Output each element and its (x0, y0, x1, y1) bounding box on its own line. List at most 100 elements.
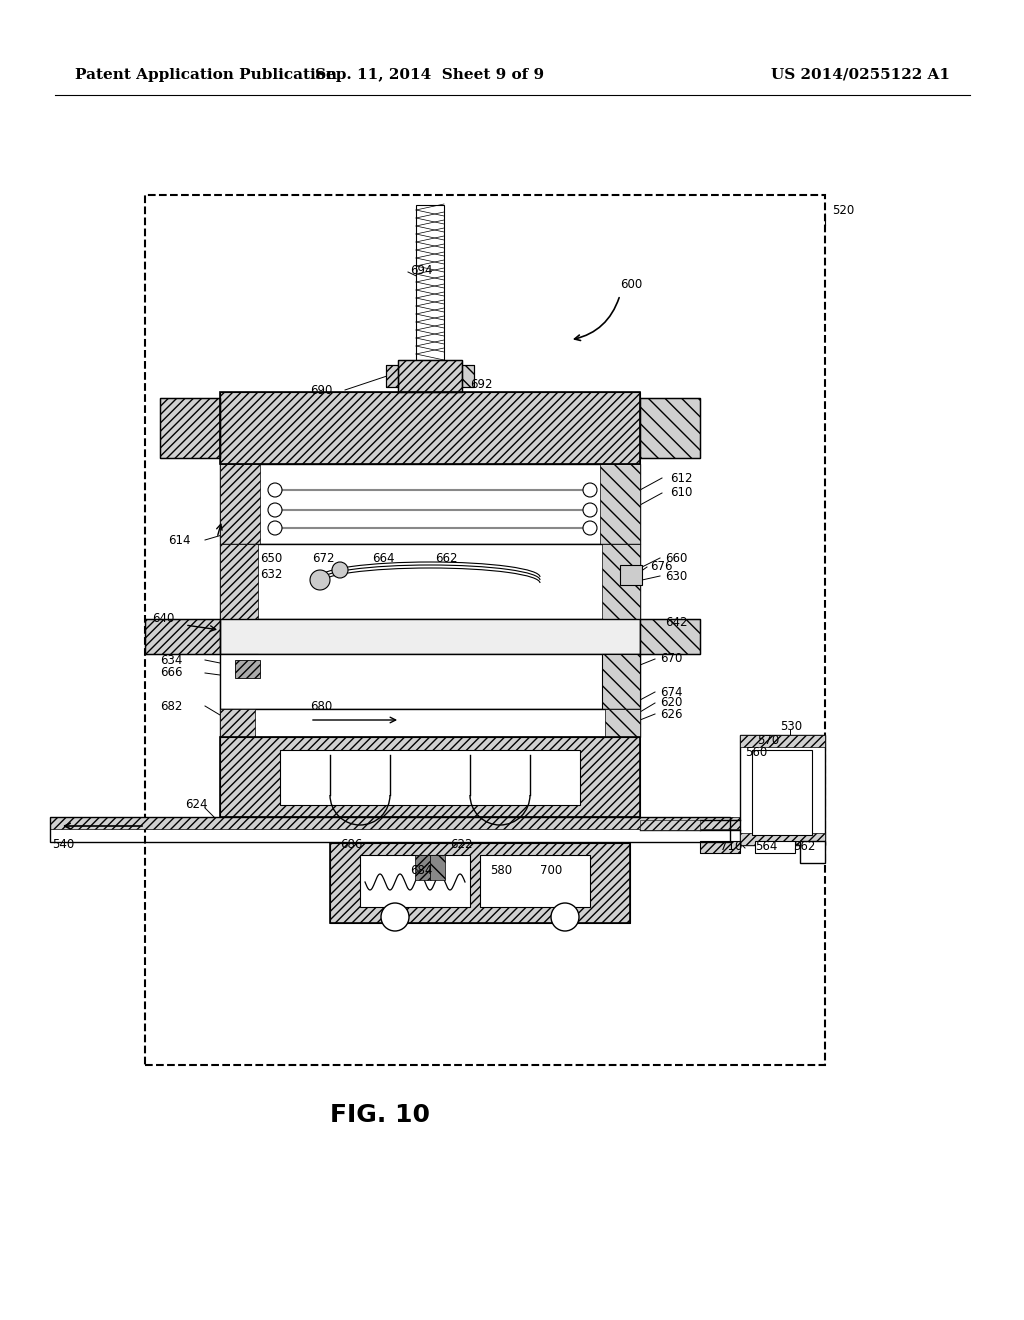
Circle shape (268, 521, 282, 535)
Bar (740, 735, 825, 747)
Bar (386, 366, 398, 387)
Text: 520: 520 (831, 203, 854, 216)
Bar (220, 737, 640, 817)
Text: 580: 580 (490, 863, 512, 876)
Text: 684: 684 (410, 863, 432, 876)
Bar (398, 360, 462, 392)
Bar (430, 855, 445, 880)
Circle shape (381, 903, 409, 931)
Text: 672: 672 (312, 552, 335, 565)
Bar (220, 737, 640, 817)
Bar (415, 855, 430, 880)
Text: 540: 540 (52, 837, 75, 850)
Text: 620: 620 (660, 697, 682, 710)
Text: 612: 612 (670, 471, 692, 484)
Text: 694: 694 (410, 264, 432, 276)
Text: 564: 564 (755, 841, 777, 854)
Text: 600: 600 (620, 279, 642, 292)
Bar (640, 619, 700, 653)
Circle shape (583, 503, 597, 517)
Bar (330, 843, 630, 923)
Bar (462, 366, 474, 387)
Circle shape (310, 570, 330, 590)
Text: 530: 530 (780, 719, 802, 733)
Bar (398, 360, 462, 392)
Text: 642: 642 (665, 616, 687, 630)
Bar (640, 399, 700, 458)
Bar (220, 392, 640, 465)
Circle shape (268, 483, 282, 498)
Bar (602, 653, 640, 709)
Bar (160, 399, 220, 458)
Text: 674: 674 (660, 685, 683, 698)
Bar (145, 619, 220, 653)
Bar (145, 619, 220, 653)
Text: 662: 662 (435, 552, 458, 565)
Bar (700, 841, 740, 853)
Bar (145, 195, 825, 1065)
Bar (280, 750, 580, 805)
Bar (480, 855, 590, 907)
Text: 650: 650 (260, 552, 283, 565)
Bar (462, 366, 474, 387)
Text: Patent Application Publication: Patent Application Publication (75, 69, 337, 82)
Bar (740, 735, 825, 845)
Bar (416, 205, 444, 360)
Text: FIG. 10: FIG. 10 (330, 1104, 430, 1127)
Bar (220, 709, 255, 737)
Bar (605, 709, 640, 737)
Circle shape (332, 562, 348, 578)
Bar (752, 750, 812, 836)
Text: 690: 690 (310, 384, 333, 396)
Text: 640: 640 (152, 611, 174, 624)
Text: 622: 622 (450, 838, 472, 851)
Bar (234, 660, 260, 678)
Text: 626: 626 (660, 708, 683, 721)
Bar (740, 833, 825, 845)
Bar (220, 465, 260, 544)
Text: 614: 614 (168, 533, 190, 546)
Circle shape (583, 483, 597, 498)
Bar (220, 544, 258, 619)
Bar (640, 399, 700, 458)
Text: 632: 632 (260, 569, 283, 582)
Text: 560: 560 (745, 747, 767, 759)
Bar (220, 544, 640, 619)
Text: 634: 634 (160, 653, 182, 667)
Text: 660: 660 (665, 552, 687, 565)
Text: 686: 686 (340, 838, 362, 851)
Bar (50, 817, 730, 842)
Text: 692: 692 (470, 378, 493, 391)
Bar (220, 619, 640, 653)
Text: 700: 700 (540, 863, 562, 876)
Bar (602, 544, 640, 619)
Bar (360, 855, 470, 907)
Bar (800, 841, 825, 863)
Bar (220, 709, 640, 737)
Bar (330, 843, 630, 923)
Text: 570: 570 (757, 734, 779, 747)
Text: 676: 676 (650, 561, 673, 573)
Bar (386, 366, 398, 387)
Text: Sep. 11, 2014  Sheet 9 of 9: Sep. 11, 2014 Sheet 9 of 9 (315, 69, 545, 82)
Circle shape (268, 503, 282, 517)
Text: 624: 624 (185, 799, 208, 812)
Bar (160, 399, 220, 458)
Text: 664: 664 (372, 552, 394, 565)
Bar (220, 653, 640, 709)
Text: 682: 682 (160, 700, 182, 713)
Circle shape (551, 903, 579, 931)
Bar (640, 820, 700, 830)
Bar (620, 565, 642, 585)
Bar (755, 841, 795, 853)
Bar (220, 653, 258, 709)
Text: 666: 666 (160, 667, 182, 680)
Bar (50, 817, 780, 829)
Bar (220, 465, 640, 544)
Bar (220, 392, 640, 465)
Text: 670: 670 (660, 652, 682, 665)
Text: 630: 630 (665, 569, 687, 582)
Circle shape (583, 521, 597, 535)
Bar (700, 841, 740, 853)
Text: 562: 562 (793, 841, 815, 854)
